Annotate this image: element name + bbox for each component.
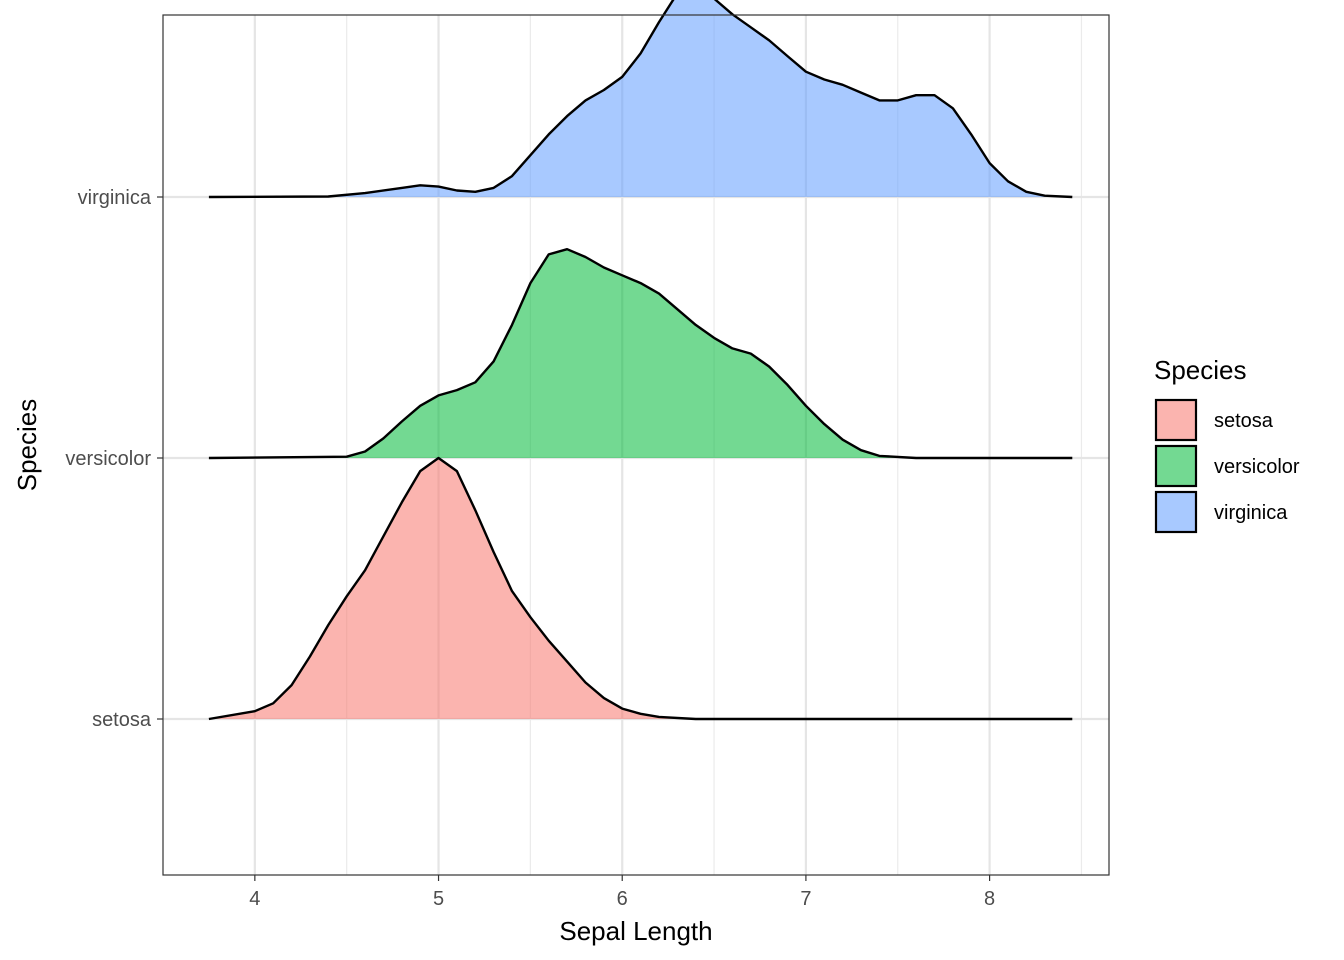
- ridge-line-setosa: [208, 456, 1073, 721]
- ridge-area-versicolor: [208, 249, 1073, 458]
- x-tick-label: 7: [800, 888, 811, 910]
- legend-label-virginica: virginica: [1214, 502, 1288, 524]
- y-tick-label-versicolor: versicolor: [65, 448, 151, 470]
- x-axis-title: Sepal Length: [559, 916, 712, 946]
- y-tick-label-virginica: virginica: [78, 187, 152, 209]
- density-ridges: [208, 0, 1073, 721]
- x-tick-label: 5: [433, 888, 444, 910]
- y-tick-label-setosa: setosa: [92, 709, 152, 731]
- legend-swatch-versicolor: [1154, 444, 1198, 488]
- plot-panel: [162, 0, 1110, 876]
- legend-label-versicolor: versicolor: [1214, 456, 1300, 478]
- x-axis: 4 5 6 7 8: [249, 875, 995, 910]
- legend-swatch-setosa: [1154, 398, 1198, 442]
- panel-border: [162, 14, 1110, 876]
- x-tick-label: 6: [617, 888, 628, 910]
- x-tick-label: 4: [249, 888, 260, 910]
- legend-label-setosa: setosa: [1214, 410, 1274, 432]
- legend-swatch-virginica: [1154, 490, 1198, 534]
- legend-title: Species: [1154, 355, 1247, 385]
- y-axis: setosa versicolor virginica: [65, 187, 163, 731]
- y-axis-title: Species: [12, 399, 42, 492]
- x-tick-label: 8: [984, 888, 995, 910]
- ridge-area-setosa: [208, 458, 1073, 719]
- ridge-line-versicolor: [208, 248, 1073, 460]
- legend: Species setosa versicolor virginica: [1154, 355, 1300, 534]
- ridge-line-virginica: [208, 0, 1073, 199]
- ridge-area-virginica: [208, 0, 1073, 197]
